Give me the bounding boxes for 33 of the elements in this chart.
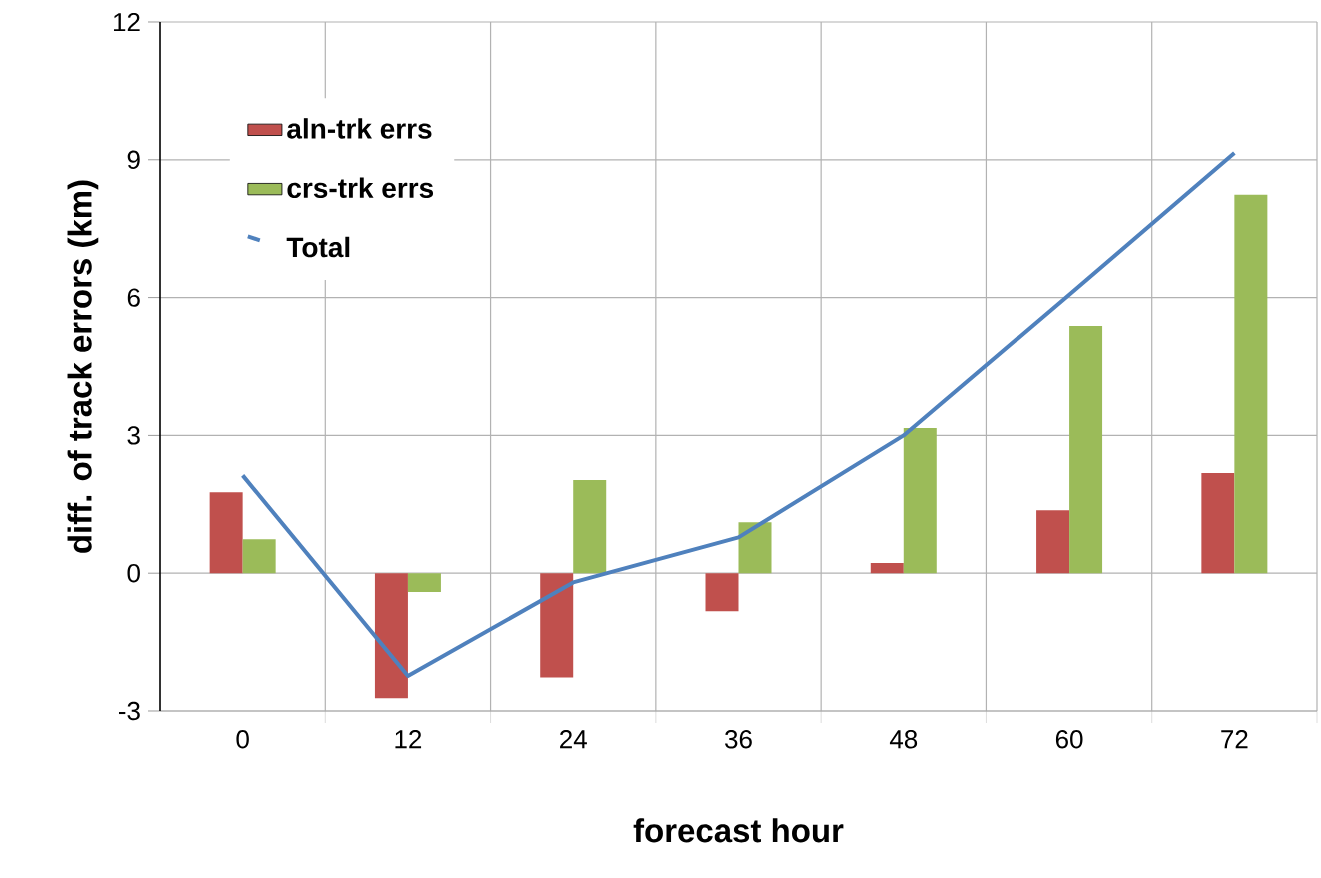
bar (738, 522, 772, 574)
legend-label: crs-trk errs (287, 177, 434, 199)
y-tick-label: 3 (127, 426, 140, 445)
bar (374, 573, 408, 699)
bar (242, 539, 276, 574)
x-tick-label: 72 (1221, 730, 1248, 749)
x-axis-title: forecast hour (633, 818, 844, 843)
x-tick-label: 36 (725, 730, 752, 749)
x-tick-label: 60 (1055, 730, 1083, 749)
x-tick-label: 48 (889, 730, 918, 749)
bar (1234, 194, 1268, 574)
bar (540, 573, 574, 678)
y-tick-label: 12 (113, 12, 140, 32)
y-tick-label: 9 (127, 150, 140, 169)
bar (573, 479, 607, 574)
bar (1036, 510, 1070, 574)
y-tick-label: 0 (127, 563, 140, 583)
x-tick-label: 12 (395, 730, 422, 749)
legend-label: aln-trk errs (287, 118, 432, 139)
legend-label: Total (286, 236, 350, 258)
bar (209, 492, 243, 574)
bar (1201, 473, 1235, 574)
bar (407, 573, 441, 593)
bar (1069, 326, 1103, 574)
x-tick-label: 0 (236, 730, 249, 749)
bar (705, 573, 739, 612)
y-tick-label: 6 (127, 288, 140, 307)
bar (903, 428, 937, 574)
y-axis-title: diff. of track errors (km) (67, 180, 99, 553)
y-tick-label: -3 (118, 701, 140, 721)
line-series (240, 150, 1237, 679)
bar (870, 563, 904, 574)
x-tick-label: 24 (560, 730, 587, 749)
